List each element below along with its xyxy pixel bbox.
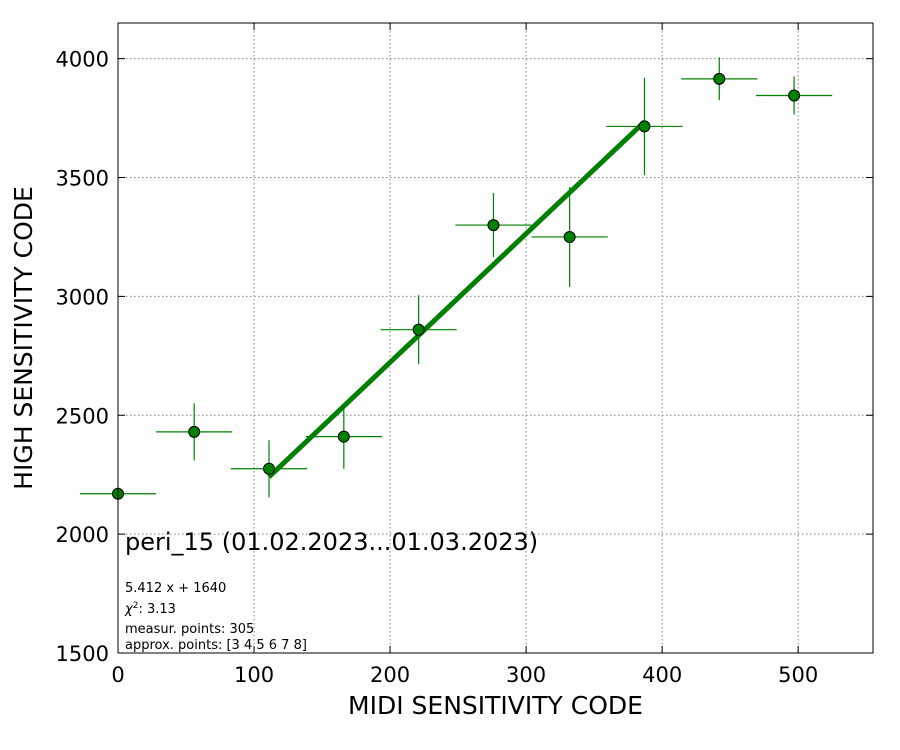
data-point-group (380, 295, 457, 365)
y-tick-label: 1500 (56, 642, 109, 666)
data-point (638, 120, 651, 133)
chi-squared-annotation: χ2: 3.13 (124, 601, 176, 617)
data-point-group (531, 187, 608, 287)
x-tick-label: 100 (234, 663, 274, 687)
fit-line (267, 119, 647, 479)
y-tick-label: 2500 (56, 404, 109, 428)
x-tick-label: 500 (778, 663, 818, 687)
data-point (788, 89, 801, 102)
x-tick-label: 200 (370, 663, 410, 687)
data-point (487, 219, 500, 232)
points-layer (79, 57, 833, 500)
data-point-group (606, 77, 683, 176)
x-tick-label: 300 (506, 663, 546, 687)
data-point-group (230, 440, 308, 498)
data-point (188, 425, 201, 438)
period-annotation: peri_15 (01.02.2023...01.03.2023) (125, 528, 538, 556)
x-tick-label: 400 (642, 663, 682, 687)
data-point-group (156, 403, 233, 461)
measured-points-annotation: measur. points: 305 (125, 622, 254, 637)
x-tick-label: 0 (111, 663, 124, 687)
data-point-group (455, 192, 532, 258)
x-axis-title: MIDI SENSITIVITY CODE (348, 691, 643, 720)
data-point-group (681, 57, 758, 101)
y-tick-label: 3000 (56, 285, 109, 309)
data-point (713, 72, 726, 85)
data-point-group (756, 76, 833, 115)
fit-equation-annotation: 5.412 x + 1640 (125, 581, 226, 596)
data-point (412, 323, 425, 336)
y-tick-label: 2000 (56, 523, 109, 547)
fit-layer (267, 119, 647, 479)
chi-symbol: χ (124, 602, 134, 617)
chi-value: : 3.13 (138, 602, 175, 617)
chi-superscript: 2 (133, 601, 139, 611)
ticks-layer: 0 100 200 300 400 500 1500 2000 2500 3000 3500 4000 (56, 23, 873, 687)
y-tick-label: 3500 (56, 167, 109, 191)
approx-points-annotation: approx. points: [3 4 5 6 7 8] (125, 638, 307, 653)
data-point (263, 462, 275, 475)
y-axis-title: HIGH SENSITIVITY CODE (9, 186, 38, 490)
data-point-group (305, 404, 382, 469)
plot-frame (117, 22, 874, 654)
data-point (563, 230, 576, 243)
y-tick-label: 4000 (56, 48, 109, 72)
grid-layer (117, 23, 873, 654)
data-point (337, 430, 350, 443)
